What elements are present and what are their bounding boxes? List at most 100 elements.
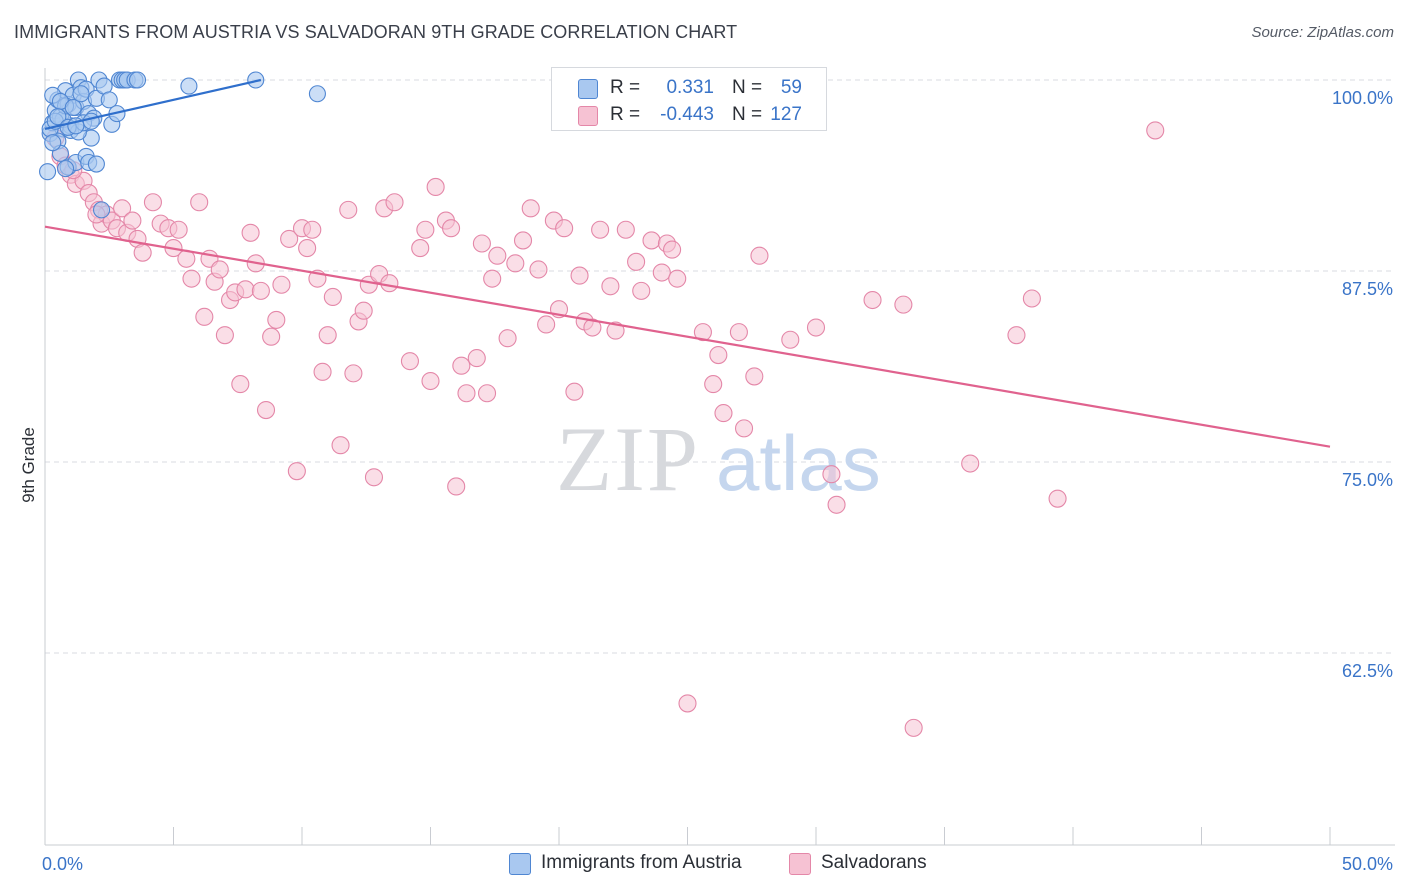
- salvadoran-point: [210, 260, 229, 279]
- salvadoran-point: [416, 220, 435, 239]
- salvadoran-point: [318, 326, 337, 345]
- salvadoran-point: [123, 211, 142, 230]
- salvadoran-point: [1022, 289, 1041, 308]
- salvadoran-trend-line: [44, 225, 1331, 448]
- salvadoran-point: [339, 200, 358, 219]
- salvadoran-point: [421, 371, 440, 391]
- austria-point: [128, 71, 147, 89]
- salvadoran-point: [182, 269, 201, 288]
- salvadoran-point: [663, 240, 682, 259]
- salvadoran-point: [668, 269, 687, 288]
- salvadoran-point: [555, 219, 574, 238]
- salvadoran-point: [606, 321, 625, 340]
- salvadoran-point: [113, 199, 132, 218]
- salvadoran-point: [236, 280, 255, 299]
- legend-r-value: 0.331: [666, 77, 714, 98]
- salvadoran-point: [652, 263, 671, 282]
- salvadoran-point: [472, 234, 491, 253]
- salvadoran-point: [570, 266, 589, 285]
- austria-point: [82, 112, 100, 130]
- salvadoran-point: [298, 239, 317, 258]
- austria-point: [308, 85, 326, 103]
- salvadoran-point: [380, 274, 399, 293]
- salvadoran-point: [231, 375, 250, 394]
- y-tick-labels: 62.5% 75.0% 87.5% 100.0%: [1332, 88, 1393, 681]
- salvadoran-point: [251, 281, 270, 300]
- salvadoran-point: [262, 327, 281, 346]
- salvadoran-point: [583, 318, 602, 337]
- salvadoran-point: [729, 323, 748, 342]
- austria-point: [57, 160, 75, 178]
- salvadoran-point: [477, 384, 497, 403]
- x-tick-label: 50.0%: [1342, 854, 1393, 874]
- trend-lines: [44, 78, 1331, 448]
- bottom-legend-swatch-austria: [509, 853, 531, 875]
- legend-r-label: R =: [610, 77, 641, 98]
- watermark: ZIP atlas: [556, 408, 881, 510]
- salvadoran-point: [601, 277, 620, 296]
- salvadoran-point: [714, 404, 733, 423]
- salvadoran-point: [806, 318, 826, 337]
- salvadoran-point: [827, 495, 846, 514]
- salvadoran-point: [894, 295, 913, 314]
- austria-point: [87, 155, 105, 173]
- salvadoran-point: [331, 436, 350, 455]
- salvadoran-point: [734, 419, 754, 438]
- legend-n-label: N =: [732, 104, 763, 125]
- salvadoran-point: [195, 307, 214, 326]
- grid-lines: [45, 79, 1395, 654]
- austria-point: [92, 201, 111, 219]
- salvadoran-point: [303, 220, 322, 239]
- salvadoran-point: [565, 382, 584, 401]
- salvadoran-point: [241, 223, 260, 242]
- y-tick-label: 62.5%: [1342, 661, 1393, 681]
- y-tick-label: 87.5%: [1342, 279, 1393, 299]
- y-axis-label: 9th Grade: [19, 427, 38, 503]
- salvadoran-point: [272, 275, 291, 294]
- salvadoran-point: [169, 220, 188, 239]
- austria-point: [180, 77, 198, 95]
- austria-point: [39, 163, 57, 181]
- salvadoran-point: [452, 356, 471, 375]
- salvadoran-point: [442, 219, 461, 238]
- salvadoran-point: [143, 193, 162, 212]
- y-tick-label: 100.0%: [1332, 88, 1393, 108]
- salvadoran-point: [323, 287, 342, 307]
- salvadoran-point: [498, 329, 517, 348]
- salvadoran-point: [521, 199, 540, 218]
- salvadoran-point: [190, 193, 209, 212]
- legend-r-label: R =: [610, 104, 641, 125]
- austria-trend-line: [44, 78, 262, 130]
- salvadoran-point: [267, 310, 286, 329]
- austria-point: [247, 71, 265, 89]
- salvadoran-point: [904, 718, 923, 737]
- salvadoran-point: [364, 468, 384, 487]
- salvadoran-point: [745, 367, 764, 386]
- salvadoran-point: [313, 362, 332, 381]
- salvadoran-point: [529, 260, 548, 279]
- series-salvadorans: [46, 70, 1165, 737]
- salvadoran-point: [467, 349, 486, 368]
- salvadoran-point: [411, 239, 430, 258]
- source-label: Source: ZipAtlas.com: [1251, 24, 1394, 41]
- salvadoran-point: [709, 345, 728, 365]
- salvadoran-point: [400, 352, 419, 371]
- salvadoran-point: [385, 193, 404, 212]
- bottom-legend-label: Salvadorans: [821, 852, 927, 873]
- salvadoran-point: [616, 220, 635, 239]
- salvadoran-point: [256, 400, 276, 420]
- salvadoran-point: [457, 384, 476, 403]
- salvadoran-point: [591, 220, 610, 239]
- watermark-zip: ZIP: [556, 408, 700, 510]
- salvadoran-point: [678, 694, 697, 713]
- salvadoran-point: [537, 315, 556, 334]
- axes: [44, 68, 1395, 846]
- salvadoran-point: [513, 231, 533, 250]
- legend-n-label: N =: [732, 77, 763, 98]
- salvadoran-point: [781, 330, 800, 349]
- salvadoran-point: [280, 229, 299, 248]
- salvadoran-point: [627, 252, 646, 271]
- salvadoran-point: [506, 254, 525, 273]
- salvadoran-point: [693, 323, 712, 342]
- legend-row-salvadorans: R = -0.443 N = 127: [552, 100, 826, 128]
